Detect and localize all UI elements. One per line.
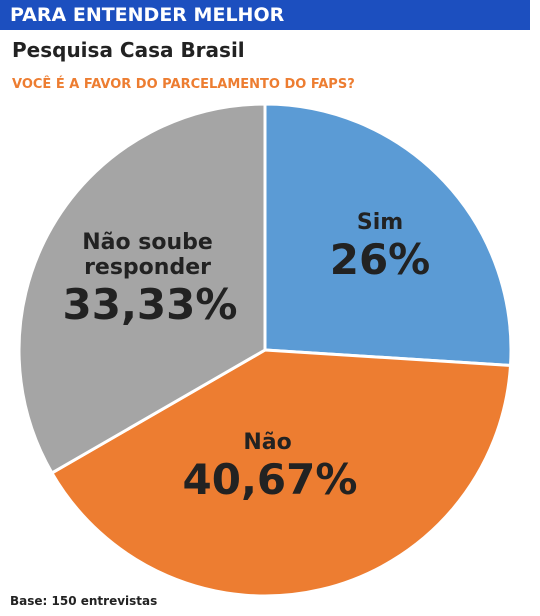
pie-slice [17, 102, 267, 476]
value-label: 26% [329, 235, 431, 284]
slice-label: Não soube responder 33,33% [63, 230, 238, 330]
slice-label: Sim 26% [295, 210, 465, 285]
pie-slice [49, 348, 513, 598]
value-label: 40,67% [182, 455, 358, 504]
slice-label: Não 40,67% [183, 430, 358, 505]
pie-slice [263, 102, 513, 368]
category-label: Não [243, 430, 292, 455]
chart-subtitle: VOCÊ É A FAVOR DO PARCELAMENTO DO FAPS? [12, 77, 355, 92]
category-label: Sim [356, 210, 404, 235]
value-label: 33,33% [62, 280, 238, 329]
footnote: Base: 150 entrevistas [10, 594, 158, 608]
chart-title: Pesquisa Casa Brasil [12, 38, 245, 62]
category-label: Não soube responder [82, 230, 213, 280]
header: PARA ENTENDER MELHOR [0, 0, 530, 30]
